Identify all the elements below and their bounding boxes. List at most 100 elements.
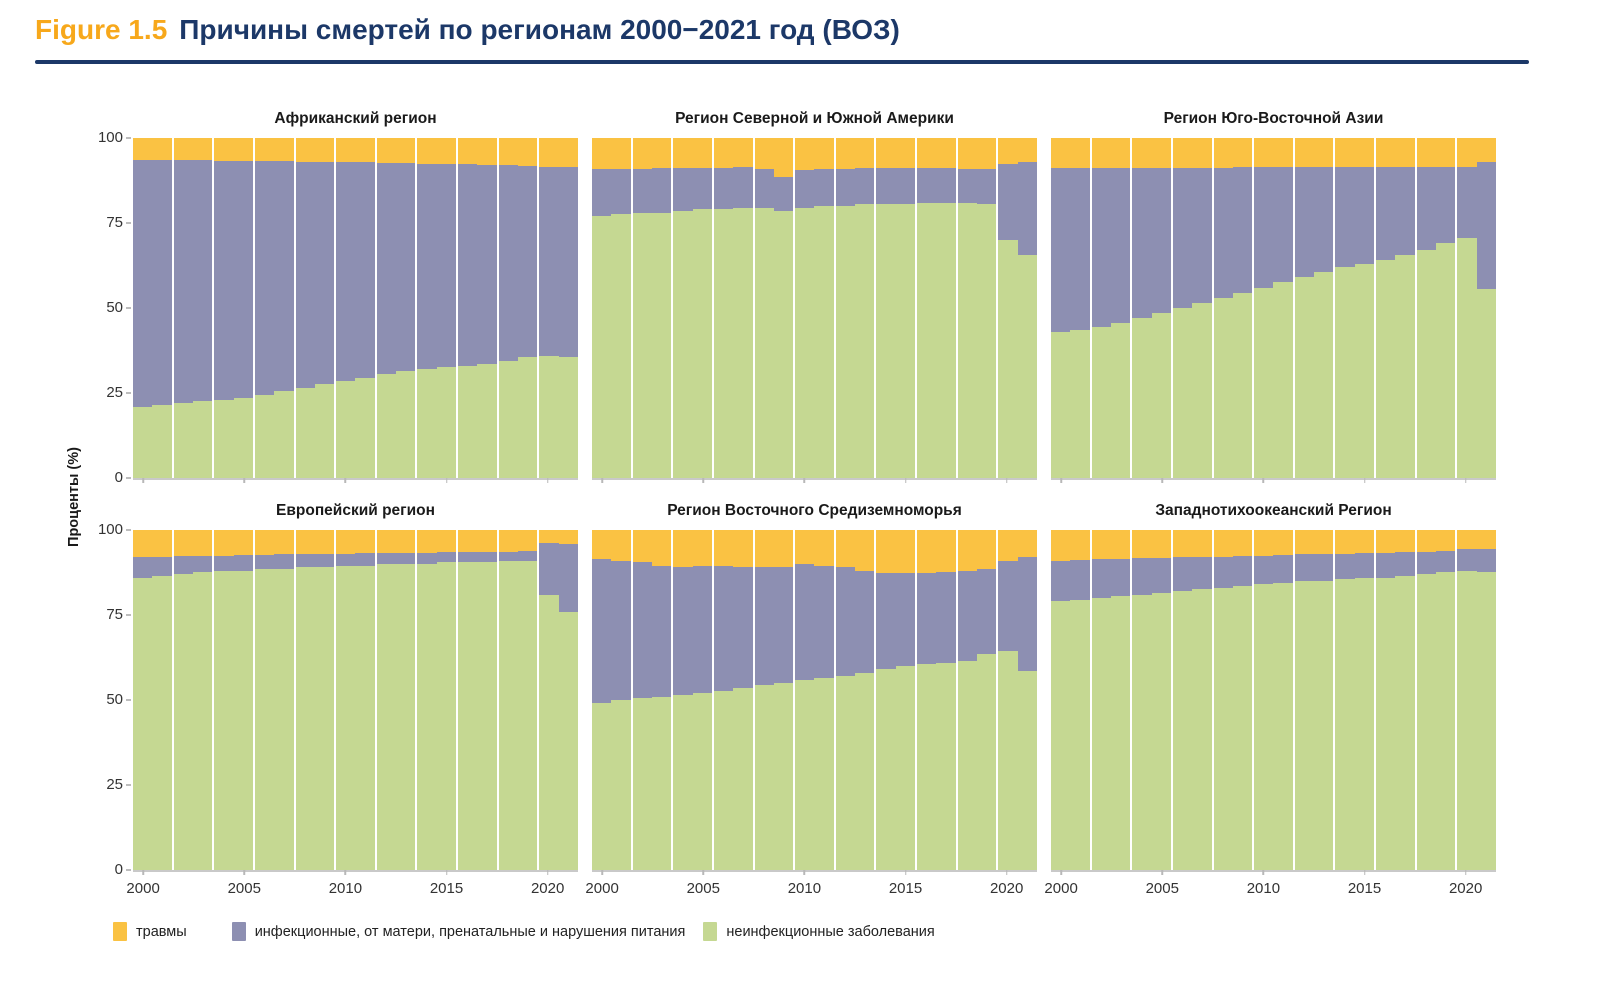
figure-title: Причины смертей по регионам 2000−2021 го… (179, 14, 900, 45)
segment-injuries (1070, 530, 1090, 560)
bar-2019 (517, 138, 538, 478)
segment-infectious (754, 567, 774, 685)
x-tick-label: 2000 (126, 880, 160, 897)
bar-2011 (355, 138, 375, 478)
segment-noncommunicable (458, 562, 478, 870)
plot-western-pacific-region (1051, 530, 1496, 875)
segment-infectious (192, 160, 213, 402)
segment-noncommunicable (477, 364, 497, 478)
y-tick-label: 25 (106, 384, 123, 401)
bar-2002 (1089, 530, 1111, 870)
segment-noncommunicable (855, 672, 875, 870)
segment-injuries (632, 138, 652, 169)
segment-injuries (1273, 530, 1293, 555)
segment-injuries (1017, 530, 1037, 558)
segment-infectious (1017, 557, 1037, 672)
segment-noncommunicable (835, 676, 856, 870)
bar-2006 (711, 138, 734, 478)
panel-title: Регион Северной и Южной Америки (675, 110, 954, 127)
segment-infectious (192, 555, 213, 573)
facet-south-east-asia-region: Регион Юго-Восточной Азии (1051, 100, 1496, 483)
segment-infectious (1213, 556, 1233, 588)
segment-injuries (1376, 138, 1396, 167)
injuries-swatch-icon (113, 922, 127, 941)
segment-injuries (458, 530, 478, 553)
x-tick-mark (1060, 870, 1062, 875)
bar-2001 (611, 138, 631, 478)
bar-2011 (814, 138, 834, 478)
segment-infectious (1070, 167, 1090, 331)
segment-injuries (477, 138, 497, 165)
segment-injuries (539, 138, 559, 167)
segment-noncommunicable (651, 212, 672, 478)
y-tick-mark (126, 869, 131, 871)
x-tick-label: 2000 (1044, 880, 1078, 897)
segment-infectious (651, 565, 672, 697)
x-tick-mark (1161, 870, 1163, 875)
segment-injuries (436, 138, 456, 164)
segment-infectious (336, 162, 356, 382)
segment-infectious (1172, 167, 1193, 308)
bar-2011 (355, 530, 375, 870)
segment-infectious (611, 560, 631, 700)
bar-2008 (752, 138, 774, 478)
bar-2010 (1252, 530, 1274, 870)
x-tick-mark (445, 478, 448, 483)
segment-infectious (1273, 554, 1293, 583)
segment-infectious (1091, 167, 1111, 327)
bar-2007 (274, 138, 294, 478)
segment-noncommunicable (417, 563, 437, 870)
segment-infectious (1132, 167, 1152, 319)
segment-injuries (1192, 530, 1212, 558)
segment-infectious (254, 554, 275, 570)
figure-number-label: Figure 1.5 (35, 14, 168, 45)
segment-infectious (1416, 166, 1436, 251)
segment-infectious (692, 167, 712, 210)
x-tick-label: 2005 (686, 880, 720, 897)
segment-infectious (855, 167, 875, 205)
bar-2004 (671, 530, 693, 870)
bar-2005 (692, 138, 712, 478)
segment-injuries (192, 530, 213, 556)
bar-2010 (793, 530, 815, 870)
segment-noncommunicable (152, 404, 172, 478)
segment-injuries (1017, 138, 1037, 162)
segment-noncommunicable (1395, 575, 1415, 870)
x-axis-eastern-mediterranean-region: 2000 2005 2010 2015 2020 (585, 872, 1037, 902)
x-tick-label: 2010 (1246, 880, 1281, 897)
plot-african-region (133, 138, 578, 483)
segment-injuries (173, 530, 193, 557)
segment-noncommunicable (1213, 297, 1233, 478)
segment-injuries (876, 138, 896, 168)
segment-noncommunicable (855, 204, 875, 478)
bar-2000 (133, 138, 153, 478)
segment-noncommunicable (1213, 587, 1233, 870)
segment-infectious (458, 552, 478, 563)
segment-injuries (336, 138, 356, 163)
bar-2009 (773, 530, 794, 870)
segment-infectious (233, 555, 253, 571)
segment-injuries (1091, 138, 1111, 168)
segment-injuries (611, 138, 631, 169)
segment-infectious (1151, 557, 1171, 593)
segment-injuries (1416, 138, 1436, 167)
bar-2018 (496, 530, 518, 870)
bar-2015 (1354, 138, 1374, 478)
bar-2019 (976, 138, 997, 478)
segment-infectious (754, 168, 774, 208)
bar-2006 (252, 138, 275, 478)
bar-2013 (855, 530, 875, 870)
plot-european-region (133, 530, 578, 875)
bar-2002 (630, 530, 652, 870)
bar-2017 (1395, 138, 1415, 478)
segment-injuries (192, 138, 213, 161)
segment-injuries (795, 530, 815, 564)
segment-infectious (558, 543, 578, 612)
segment-injuries (1395, 530, 1415, 553)
segment-infectious (835, 567, 856, 677)
segment-injuries (539, 530, 559, 543)
segment-infectious (1457, 166, 1477, 239)
y-tick-label: 0 (114, 861, 123, 878)
bar-2004 (212, 530, 234, 870)
y-tick-mark (126, 699, 131, 701)
